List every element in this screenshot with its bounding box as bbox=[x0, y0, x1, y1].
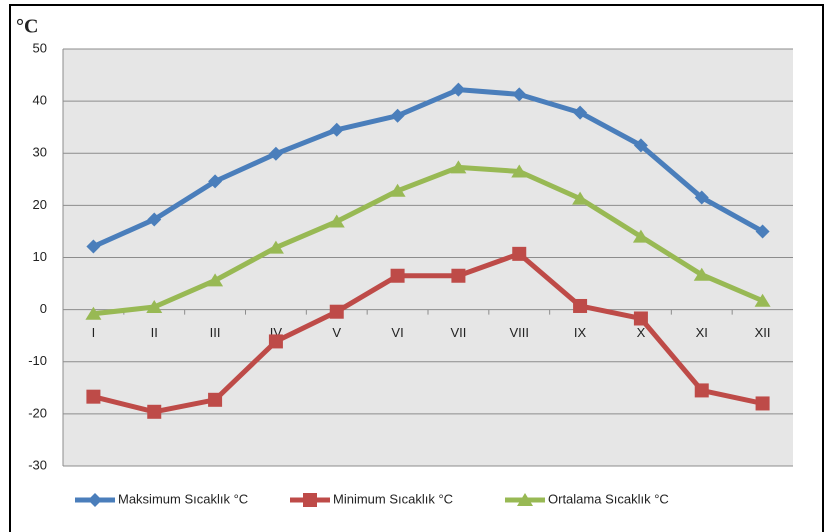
marker bbox=[451, 82, 466, 97]
marker bbox=[511, 164, 528, 178]
marker bbox=[390, 108, 405, 123]
marker bbox=[88, 493, 102, 507]
marker bbox=[268, 146, 283, 161]
marker bbox=[755, 396, 770, 411]
y-tick-label: -30 bbox=[28, 457, 47, 472]
marker bbox=[329, 122, 344, 137]
marker bbox=[268, 334, 283, 349]
legend-label: Minimum Sıcaklık °C bbox=[333, 491, 453, 506]
legend-label: Ortalama Sıcaklık °C bbox=[548, 491, 669, 506]
series-line bbox=[92, 251, 764, 415]
x-tick-label: V bbox=[332, 325, 341, 340]
marker bbox=[633, 138, 648, 153]
x-tick-label: IX bbox=[574, 325, 587, 340]
x-tick-label: III bbox=[210, 325, 221, 340]
marker bbox=[694, 383, 709, 398]
marker bbox=[207, 273, 224, 287]
marker bbox=[573, 298, 588, 313]
y-tick-label: 40 bbox=[33, 93, 47, 108]
marker bbox=[267, 240, 284, 254]
marker bbox=[694, 190, 709, 205]
x-tick-label: XII bbox=[755, 325, 771, 340]
marker bbox=[328, 214, 345, 228]
marker bbox=[755, 224, 770, 239]
marker bbox=[633, 311, 648, 326]
y-axis-label: °C bbox=[16, 16, 38, 38]
x-tick-label: VI bbox=[391, 325, 403, 340]
marker bbox=[451, 268, 466, 283]
marker bbox=[147, 212, 162, 227]
marker bbox=[517, 493, 533, 506]
marker bbox=[512, 87, 527, 102]
series-line bbox=[92, 87, 764, 249]
x-tick-label: II bbox=[151, 325, 158, 340]
x-tick-label: VII bbox=[450, 325, 466, 340]
marker bbox=[390, 268, 405, 283]
marker bbox=[86, 389, 101, 404]
y-tick-label: 20 bbox=[33, 197, 47, 212]
y-tick-label: -20 bbox=[28, 405, 47, 420]
marker bbox=[146, 300, 163, 314]
y-tick-label: 10 bbox=[33, 249, 47, 264]
legend-label: Maksimum Sıcaklık °C bbox=[118, 491, 248, 506]
x-tick-label: XI bbox=[696, 325, 708, 340]
marker bbox=[85, 306, 102, 320]
marker bbox=[512, 246, 527, 261]
series-line bbox=[93, 164, 764, 317]
marker bbox=[754, 293, 771, 307]
y-tick-label: 30 bbox=[33, 145, 47, 160]
y-tick-label: 50 bbox=[33, 40, 47, 55]
marker bbox=[147, 404, 162, 419]
marker bbox=[450, 160, 467, 174]
x-tick-label: VIII bbox=[509, 325, 529, 340]
marker bbox=[86, 239, 101, 254]
marker bbox=[208, 392, 223, 407]
marker bbox=[573, 105, 588, 120]
marker bbox=[303, 493, 317, 507]
y-tick-label: -10 bbox=[28, 353, 47, 368]
y-tick-label: 0 bbox=[40, 301, 47, 316]
marker bbox=[389, 183, 406, 197]
x-tick-label: X bbox=[637, 325, 646, 340]
x-tick-label: I bbox=[92, 325, 96, 340]
marker bbox=[329, 304, 344, 319]
marker bbox=[693, 267, 710, 281]
marker bbox=[632, 229, 649, 243]
marker bbox=[572, 191, 589, 205]
marker bbox=[208, 174, 223, 189]
